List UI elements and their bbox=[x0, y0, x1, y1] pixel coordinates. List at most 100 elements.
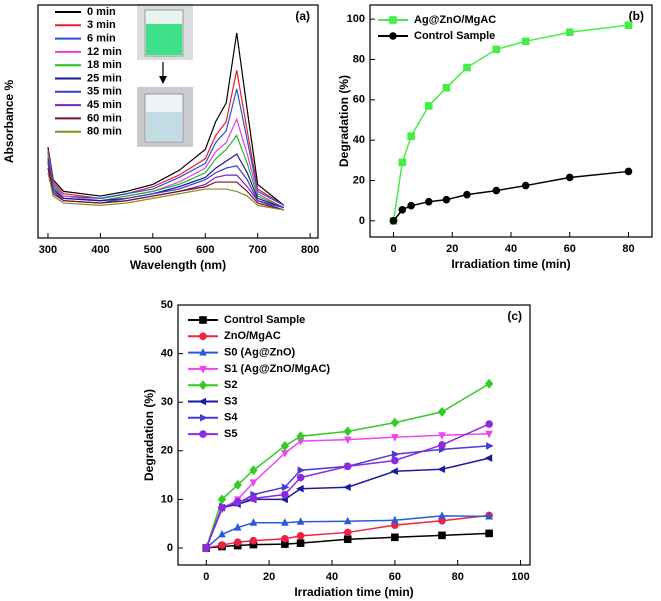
marker bbox=[202, 544, 211, 552]
x-tick-label: 0 bbox=[203, 571, 209, 583]
marker bbox=[389, 217, 398, 225]
marker bbox=[492, 45, 501, 54]
x-tick-label: 600 bbox=[196, 244, 214, 256]
x-tick-label: 80 bbox=[622, 243, 634, 255]
legend-label: 45 min bbox=[87, 99, 122, 111]
x-tick-label: 500 bbox=[144, 244, 162, 256]
x-tick-label: 60 bbox=[389, 571, 401, 583]
series-line bbox=[47, 167, 285, 211]
marker bbox=[199, 348, 207, 356]
marker bbox=[624, 167, 633, 176]
marker bbox=[438, 531, 446, 540]
x-tick-label: 20 bbox=[446, 243, 458, 255]
series-line bbox=[206, 532, 490, 549]
x-tick-label: 700 bbox=[249, 244, 267, 256]
marker bbox=[198, 380, 208, 391]
marker bbox=[407, 132, 415, 140]
x-tick-label: 100 bbox=[511, 571, 529, 583]
marker bbox=[296, 539, 305, 547]
marker bbox=[391, 434, 399, 442]
series-line bbox=[47, 117, 285, 209]
marker bbox=[438, 511, 446, 519]
marker bbox=[218, 529, 226, 538]
marker bbox=[437, 465, 446, 474]
y-axis-label: Degradation (%) bbox=[337, 75, 351, 167]
y-tick-label: 20 bbox=[353, 174, 365, 186]
marker bbox=[296, 484, 304, 493]
marker bbox=[249, 518, 258, 526]
legend-label: 3 min bbox=[87, 19, 116, 31]
marker bbox=[442, 195, 451, 204]
marker bbox=[296, 431, 305, 442]
marker bbox=[343, 483, 351, 492]
x-tick-label: 400 bbox=[91, 244, 109, 256]
y-tick-label: 10 bbox=[161, 493, 173, 505]
marker bbox=[485, 511, 493, 520]
marker bbox=[484, 454, 493, 462]
plot-frame bbox=[177, 304, 531, 566]
x-tick-label: 0 bbox=[390, 243, 396, 255]
marker bbox=[233, 479, 242, 490]
legend-label: S1 (Ag@ZnO/MgAC) bbox=[224, 363, 330, 375]
marker bbox=[249, 540, 258, 549]
marker bbox=[391, 515, 399, 524]
marker bbox=[438, 441, 446, 449]
marker bbox=[424, 197, 433, 206]
marker bbox=[199, 365, 207, 374]
marker bbox=[281, 450, 289, 458]
legend-label: 6 min bbox=[87, 33, 116, 45]
legend-label: 60 min bbox=[87, 112, 122, 124]
marker bbox=[281, 534, 289, 543]
legend-label: 12 min bbox=[87, 46, 122, 58]
series-line bbox=[205, 457, 490, 549]
series-line bbox=[47, 70, 285, 206]
marker bbox=[218, 503, 226, 512]
marker bbox=[199, 332, 207, 341]
marker bbox=[565, 28, 574, 37]
marker bbox=[390, 467, 398, 476]
marker bbox=[217, 494, 227, 505]
y-tick-label: 30 bbox=[161, 396, 173, 408]
legend-label: Control Sample bbox=[224, 314, 305, 326]
panel-label: (c) bbox=[507, 309, 522, 323]
series-line bbox=[47, 153, 285, 209]
x-tick-label: 80 bbox=[452, 571, 464, 583]
y-tick-label: 0 bbox=[167, 542, 173, 554]
marker bbox=[485, 420, 493, 428]
x-tick-label: 40 bbox=[326, 571, 338, 583]
x-tick-label: 20 bbox=[263, 571, 275, 583]
legend-label: Control Sample bbox=[414, 30, 495, 42]
marker bbox=[281, 490, 289, 499]
legend-label: 35 min bbox=[87, 86, 122, 98]
marker bbox=[442, 83, 451, 92]
marker bbox=[296, 473, 305, 482]
marker bbox=[343, 462, 352, 471]
marker bbox=[233, 538, 242, 546]
marker bbox=[198, 397, 207, 406]
panel-label: (b) bbox=[629, 9, 644, 23]
y-tick-label: 40 bbox=[161, 348, 173, 360]
series-line bbox=[392, 170, 629, 222]
marker bbox=[296, 532, 305, 540]
marker bbox=[437, 406, 447, 417]
marker bbox=[297, 466, 306, 475]
x-axis-label: Irradiation time (min) bbox=[451, 257, 570, 271]
legend-label: S0 (Ag@ZnO) bbox=[224, 347, 296, 359]
marker bbox=[521, 181, 530, 190]
legend-label: Ag@ZnO/MgAC bbox=[414, 14, 496, 26]
marker bbox=[389, 32, 397, 40]
marker bbox=[390, 417, 400, 428]
x-tick-label: 300 bbox=[39, 244, 57, 256]
legend-label: S2 bbox=[224, 379, 237, 391]
x-tick-label: 40 bbox=[505, 243, 517, 255]
legend-label: 0 min bbox=[87, 6, 116, 18]
y-tick-label: 20 bbox=[161, 445, 173, 457]
y-axis-label: Degradation (%) bbox=[142, 389, 156, 481]
marker bbox=[398, 158, 407, 167]
inset-photo bbox=[137, 4, 193, 147]
marker bbox=[281, 518, 289, 526]
panel-label: (a) bbox=[295, 9, 310, 23]
marker bbox=[199, 316, 207, 324]
y-tick-label: 100 bbox=[347, 13, 365, 25]
marker bbox=[485, 430, 493, 439]
